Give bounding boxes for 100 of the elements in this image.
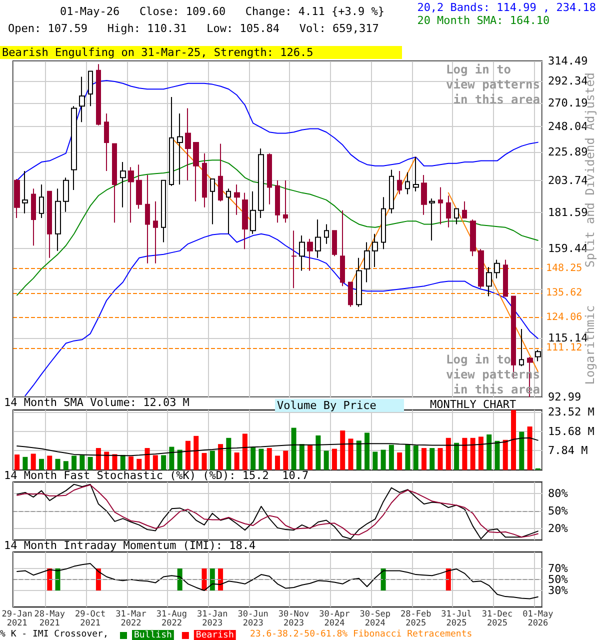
- candlestick: [397, 170, 402, 195]
- bar: [128, 456, 134, 470]
- candlestick: [413, 156, 419, 192]
- text: 20,2 Bands: 114.99 , 234.18: [417, 1, 596, 14]
- bar: [283, 450, 288, 470]
- bar: [340, 430, 346, 470]
- bar: [486, 434, 492, 470]
- candlestick: [104, 112, 109, 172]
- bar: [104, 452, 110, 470]
- legend-label: Bearish: [196, 630, 234, 640]
- candlestick: [71, 106, 77, 190]
- bar: [430, 448, 435, 470]
- candlestick: [421, 174, 427, 216]
- candlestick: [218, 143, 223, 202]
- bar: [63, 461, 68, 470]
- candlestick: [210, 178, 215, 225]
- x-tick-label: 31-Dec 2025: [482, 610, 513, 628]
- candlestick: [348, 282, 353, 308]
- candlestick: [454, 208, 459, 225]
- candlestick: [389, 169, 394, 214]
- candlestick: [128, 166, 134, 224]
- candlestick: [177, 112, 183, 185]
- candlestick: [478, 248, 484, 289]
- candlestick: [202, 152, 207, 208]
- bar: [242, 434, 248, 470]
- bar: [72, 456, 77, 470]
- bar: [519, 432, 524, 470]
- annotation: MONTHLY CHART: [430, 398, 516, 411]
- candlestick: [372, 233, 378, 268]
- bar: [275, 456, 280, 470]
- bar: [96, 448, 101, 470]
- chart-title: 14 Month Intraday Momentum (IMI): 18.4: [4, 539, 256, 552]
- bar: [511, 410, 516, 470]
- bar: [413, 446, 418, 470]
- candlestick: [446, 195, 451, 228]
- candlestick: [79, 76, 85, 123]
- bar: [210, 450, 215, 470]
- bar: [324, 450, 329, 470]
- text: % K - IMI Crossover,: [0, 630, 108, 640]
- x-tick-label: 28-May 2021: [34, 610, 65, 628]
- candlestick: [47, 190, 52, 258]
- candlestick: [494, 259, 500, 279]
- bar: [218, 444, 224, 470]
- y-tick-label: 20%: [548, 522, 568, 535]
- bar: [348, 438, 354, 470]
- bar: [478, 436, 484, 470]
- bar: [144, 448, 150, 470]
- line-series: [16, 563, 538, 600]
- y-tick-label: 270.19: [548, 96, 588, 110]
- text: Bearish Engulfing on 31-Mar-25, Strength: 126.5: [2, 46, 314, 59]
- bar: [299, 444, 304, 470]
- candlestick: [291, 230, 297, 289]
- bar: [55, 458, 60, 470]
- candlestick: [226, 188, 231, 234]
- ref-line-label: 148.25: [546, 262, 582, 274]
- bar: [161, 455, 166, 470]
- y-tick-label: 23.52 M: [548, 405, 595, 418]
- candlestick: [63, 177, 69, 212]
- y-tick-label: 7.84 M: [548, 444, 588, 458]
- x-tick-label: 30-Jun 2023: [238, 610, 268, 628]
- bar: [454, 442, 460, 470]
- bar: [380, 450, 386, 470]
- x-tick-label: 31-Jan 2023: [197, 610, 228, 628]
- bar: [502, 440, 508, 470]
- y-tick-label: 225.89: [548, 146, 588, 159]
- bar: [194, 436, 199, 470]
- candlestick: [112, 143, 117, 224]
- bar: [527, 426, 532, 470]
- chart-subtitle: Open: 107.59 High: 110.31 Low: 105.84 Vol: 659,317: [8, 22, 379, 35]
- candlestick: [153, 200, 158, 264]
- x-tick-label: 31-Aug 2022: [156, 610, 188, 628]
- candlestick: [258, 148, 264, 218]
- bar: [446, 438, 451, 470]
- candlestick: [120, 162, 126, 208]
- candlestick: [405, 172, 410, 195]
- bar: [316, 435, 321, 470]
- line-series: [16, 437, 538, 456]
- candlestick: [242, 192, 248, 250]
- x-tick-label: 31-Jul 2025: [441, 610, 472, 628]
- y-tick-label: 50%: [548, 573, 568, 586]
- bar: [421, 448, 426, 470]
- x-tick-label: 30-Sep 2024: [360, 610, 391, 628]
- candlestick: [307, 238, 313, 272]
- x-tick-label: 01-May 2026: [522, 610, 554, 628]
- bar: [258, 448, 264, 470]
- candlestick: [283, 180, 288, 224]
- y-tick-label: 30%: [548, 584, 568, 597]
- bar: [405, 444, 410, 470]
- candlestick: [193, 142, 199, 202]
- candlestick: [267, 152, 272, 205]
- candlestick: [470, 219, 476, 257]
- candlestick: [315, 219, 321, 258]
- annotation: Volume By Price: [277, 399, 376, 412]
- y-tick-label: 80%: [548, 487, 568, 500]
- bar: [470, 438, 476, 470]
- candlestick: [462, 200, 467, 218]
- candlestick: [438, 186, 443, 225]
- bar: [22, 456, 28, 470]
- bar: [291, 428, 296, 470]
- x-tick-label: 31-Mar 2022: [116, 610, 146, 628]
